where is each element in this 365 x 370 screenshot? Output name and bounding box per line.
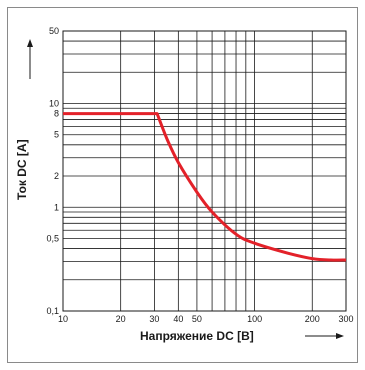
x-tick-label: 50 bbox=[192, 314, 202, 324]
x-tick-label: 10 bbox=[58, 314, 68, 324]
y-axis-label: Ток DC [А] bbox=[15, 139, 29, 200]
x-tick-label: 300 bbox=[338, 314, 353, 324]
y-tick-label: 10 bbox=[49, 99, 59, 109]
x-axis-arrow bbox=[305, 333, 344, 339]
chart-frame bbox=[7, 7, 358, 363]
x-tick-label: 40 bbox=[173, 314, 183, 324]
y-tick-label: 8 bbox=[54, 109, 59, 119]
y-tick-label: 0,1 bbox=[46, 306, 59, 316]
y-tick-label: 5 bbox=[54, 130, 59, 140]
y-axis-arrow bbox=[27, 39, 33, 79]
x-tick-label: 200 bbox=[305, 314, 320, 324]
y-tick-label: 1 bbox=[54, 202, 59, 212]
grid bbox=[63, 31, 346, 311]
plot-border bbox=[62, 30, 347, 312]
y-tick-label: 50 bbox=[49, 26, 59, 36]
y-tick-label: 2 bbox=[54, 171, 59, 181]
x-tick-label: 100 bbox=[247, 314, 262, 324]
series-line bbox=[63, 112, 347, 262]
x-tick-label: 20 bbox=[116, 314, 126, 324]
y-tick-label: 0,5 bbox=[46, 233, 59, 243]
x-axis-label: Напряжение DC [В] bbox=[140, 329, 254, 343]
x-tick-label: 30 bbox=[149, 314, 159, 324]
